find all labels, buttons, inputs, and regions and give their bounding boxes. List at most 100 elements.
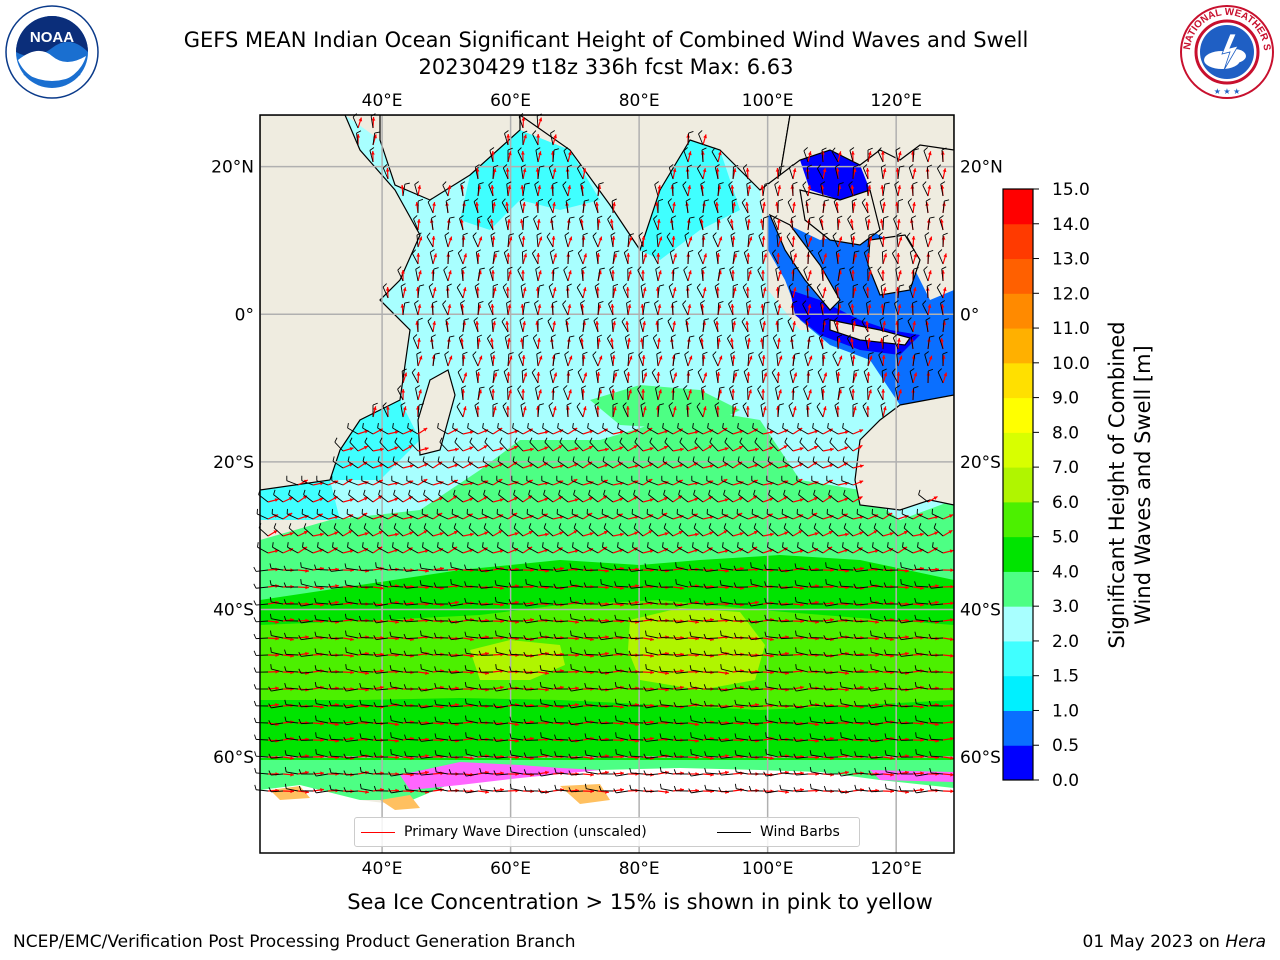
wind-barb xyxy=(587,546,599,554)
wind-barb xyxy=(797,427,809,435)
wind-barb-flag xyxy=(407,422,409,429)
wind-barb-flag xyxy=(489,385,494,389)
wind-barb-flag xyxy=(861,198,866,203)
wave-arrow-head xyxy=(475,321,480,325)
wind-barb-flag xyxy=(790,249,795,253)
wind-barb xyxy=(473,320,479,333)
wind-barb-flag xyxy=(581,385,587,389)
wind-barb-flag xyxy=(877,147,882,152)
wind-barb xyxy=(571,635,584,639)
wind-barb xyxy=(753,494,764,503)
wind-barb-flag xyxy=(614,681,617,688)
wind-barb-flag xyxy=(787,198,792,203)
wind-barb xyxy=(852,252,855,265)
wind-barb xyxy=(331,480,344,486)
wind-barb-flag xyxy=(744,249,749,253)
wind-barb-flag xyxy=(253,633,257,639)
wave-arrow-head xyxy=(513,461,518,466)
wind-barb xyxy=(548,286,554,299)
wind-barb-flag xyxy=(778,583,782,589)
wind-barb-flag xyxy=(498,523,502,529)
wind-barb-flag xyxy=(431,215,437,219)
wind-barb-flag xyxy=(719,386,725,389)
wave-arrow-head xyxy=(538,389,542,394)
wind-barb xyxy=(481,586,494,589)
wind-barb xyxy=(696,287,704,299)
wave-arrow-head xyxy=(769,497,774,502)
wind-barb xyxy=(797,546,809,554)
wind-barb xyxy=(428,286,434,299)
wave-arrow-head xyxy=(573,530,578,534)
wave-arrow-head xyxy=(505,321,510,325)
noaa-logo: NOAA xyxy=(5,5,99,99)
wind-barb-flag xyxy=(569,613,572,619)
wind-barb xyxy=(407,460,419,469)
wind-barb xyxy=(360,653,374,656)
wind-barb-flag xyxy=(813,489,816,495)
wind-barb xyxy=(741,321,749,333)
wind-barb xyxy=(646,480,659,486)
wave-arrow-head xyxy=(700,338,704,342)
wind-barb-flag xyxy=(924,232,930,236)
wind-barb-flag xyxy=(609,385,614,389)
wind-barb xyxy=(837,388,841,401)
wind-barb xyxy=(498,494,509,503)
wind-barb xyxy=(315,568,329,571)
wave-arrow-head xyxy=(305,568,309,573)
wind-barb xyxy=(481,513,494,520)
wind-barb-flag xyxy=(539,581,542,587)
wind-barb-flag xyxy=(456,402,461,407)
wave-arrow-head xyxy=(559,464,564,469)
wind-barb-flag xyxy=(902,542,904,548)
wind-barb xyxy=(548,405,554,418)
wind-barb-flag xyxy=(918,489,921,495)
wave-arrow-head xyxy=(748,270,752,275)
wave-arrow-head xyxy=(747,304,752,309)
wind-barb-flag xyxy=(839,564,842,570)
wind-barb-flag xyxy=(835,164,840,168)
wind-barb-flag xyxy=(837,334,843,338)
wind-barb xyxy=(565,201,569,214)
wave-arrow-head xyxy=(850,338,854,342)
wind-barb xyxy=(871,618,884,622)
wave-arrow-head xyxy=(588,513,593,517)
wind-barb xyxy=(939,218,944,231)
wave-arrow-head xyxy=(889,532,894,536)
wind-barb-flag xyxy=(834,402,840,406)
wind-barb-flag xyxy=(854,250,860,253)
wind-barb xyxy=(271,584,284,588)
wave-arrow-head xyxy=(813,497,818,501)
wind-barb xyxy=(768,527,779,537)
wind-barb xyxy=(745,218,749,231)
wind-barb xyxy=(581,388,584,401)
wind-barb xyxy=(547,201,554,214)
wind-barb-flag xyxy=(628,650,632,656)
wind-barb-flag xyxy=(464,581,467,587)
wind-barb-flag xyxy=(548,402,553,407)
wind-barb-flag xyxy=(644,301,650,304)
wind-barb xyxy=(602,460,614,469)
wind-barb-flag xyxy=(452,542,454,548)
wind-barb-flag xyxy=(834,283,840,287)
wind-barb-flag xyxy=(389,681,392,688)
wind-barb-flag xyxy=(928,633,932,639)
wave-arrow-head xyxy=(823,253,828,258)
wind-barb xyxy=(721,601,734,605)
wind-barb xyxy=(917,546,929,554)
wind-barb-flag xyxy=(609,266,614,270)
wind-barb-flag xyxy=(709,437,713,443)
wave-arrow-head xyxy=(859,464,864,469)
wave-arrow-head xyxy=(448,236,453,241)
wind-barb-flag xyxy=(539,165,545,168)
wind-barb-flag xyxy=(720,664,722,670)
wind-barb xyxy=(452,460,464,469)
wind-barb-flag xyxy=(748,685,752,691)
wave-arrow-head xyxy=(761,355,766,359)
wind-barb-flag xyxy=(468,523,472,529)
wind-barb-flag xyxy=(507,266,513,270)
wind-barb-flag xyxy=(284,649,287,655)
wind-barb-flag xyxy=(658,403,664,406)
wind-barb-flag xyxy=(764,681,767,688)
wind-barb-flag xyxy=(497,542,499,548)
wind-barb-flag xyxy=(713,317,718,322)
